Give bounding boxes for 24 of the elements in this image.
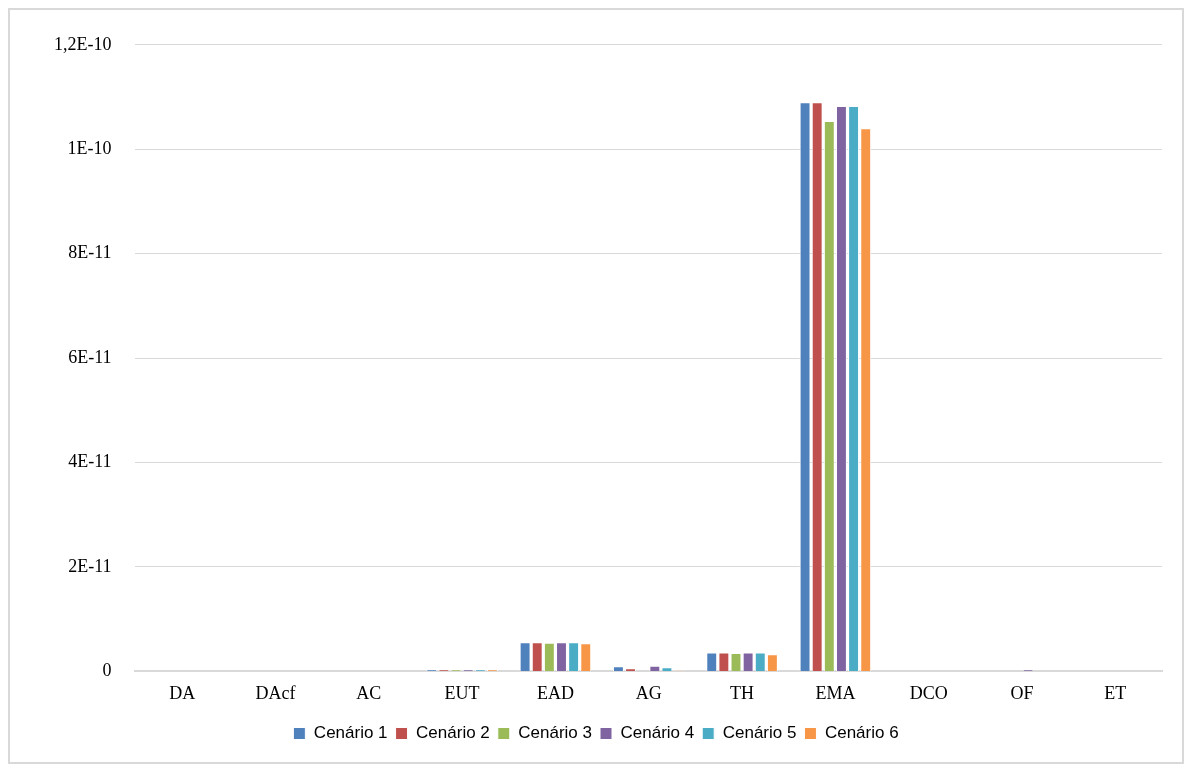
legend-label: Cenário 1 [313,723,388,743]
y-tick-label: 0 [102,660,112,681]
x-tick-label: AC [356,682,382,703]
legend-label: Cenário 2 [416,723,490,743]
legend-label: Cenário 5 [722,723,797,743]
y-tick-label: 1E-10 [67,137,112,158]
x-tick-label: DCO [909,682,948,703]
legend-label: Cenário 3 [518,723,593,743]
y-tick-label: 2E-11 [68,555,112,576]
x-tick-label: AG [635,682,662,703]
legend-label: Cenário 6 [824,723,899,743]
legend-label: Cenário 4 [620,723,695,743]
x-tick-label: EMA [815,682,856,703]
y-tick-label: 1,2E-10 [53,33,112,54]
y-tick-label: 8E-11 [68,242,112,263]
x-tick-label: OF [1010,682,1034,703]
x-tick-label: EUT [444,682,480,703]
x-tick-label: DAcf [255,682,296,703]
y-tick-label: 4E-11 [68,451,112,472]
y-tick-label: 6E-11 [68,346,112,367]
x-tick-label: EAD [536,682,574,703]
x-tick-label: TH [730,682,755,703]
x-tick-label: DA [169,682,196,703]
x-tick-label: ET [1104,682,1127,703]
